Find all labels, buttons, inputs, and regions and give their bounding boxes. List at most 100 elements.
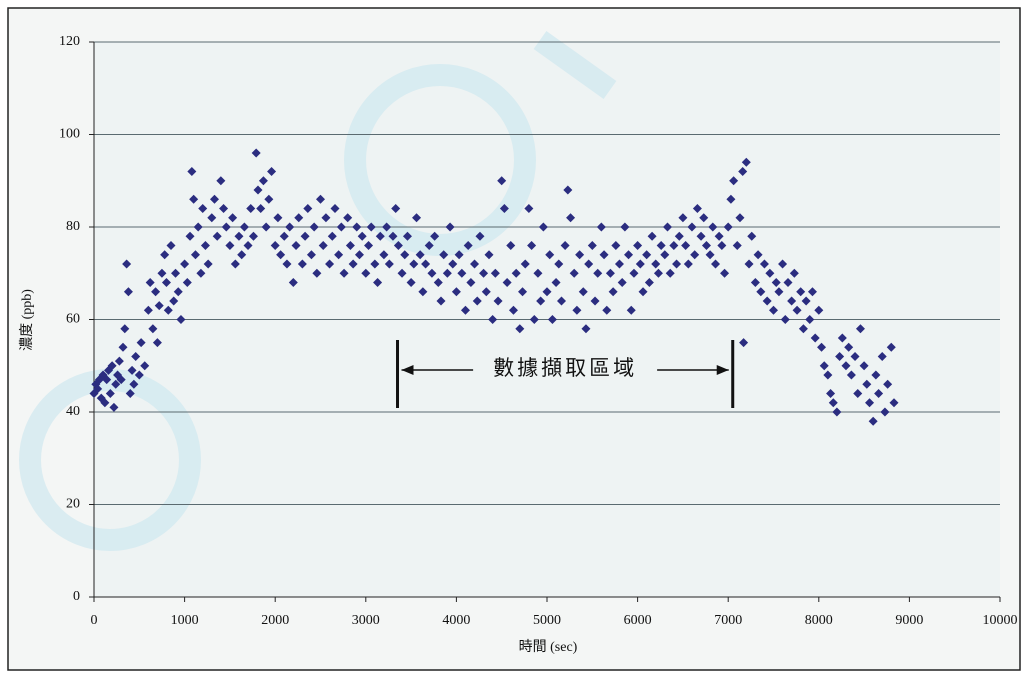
point <box>279 231 289 241</box>
point <box>729 176 739 186</box>
point <box>436 296 446 306</box>
point <box>169 296 179 306</box>
point <box>481 287 491 297</box>
point <box>189 194 199 204</box>
point <box>160 250 170 260</box>
point <box>134 370 144 380</box>
point <box>171 268 181 278</box>
point <box>877 352 887 361</box>
points <box>89 148 899 426</box>
point <box>129 379 139 389</box>
point <box>321 213 331 223</box>
y-tick-label: 120 <box>59 34 80 49</box>
point <box>711 259 721 269</box>
point <box>672 259 682 269</box>
point <box>633 241 643 250</box>
point <box>527 241 537 250</box>
point <box>578 287 588 297</box>
x-tick-label: 2000 <box>261 613 289 628</box>
point <box>348 259 358 269</box>
point <box>506 241 516 250</box>
point <box>221 222 231 232</box>
point <box>674 231 684 241</box>
point <box>330 204 340 213</box>
point <box>841 361 851 371</box>
point <box>248 231 258 241</box>
point <box>402 231 412 241</box>
point <box>551 278 561 287</box>
point <box>451 287 461 297</box>
point <box>291 241 301 250</box>
point <box>196 268 206 278</box>
point <box>361 268 371 278</box>
point <box>554 259 564 269</box>
point <box>874 389 884 398</box>
point <box>807 287 817 297</box>
point <box>575 250 585 260</box>
point <box>100 398 110 408</box>
point <box>738 167 748 176</box>
point <box>638 287 648 297</box>
point <box>282 259 292 269</box>
point <box>626 305 636 315</box>
point <box>602 305 612 315</box>
point <box>862 379 872 389</box>
point <box>692 204 702 213</box>
point <box>198 204 208 213</box>
point <box>536 296 546 306</box>
point <box>297 259 307 269</box>
point <box>373 278 383 287</box>
point <box>853 389 863 398</box>
point <box>123 287 133 297</box>
point <box>669 241 679 250</box>
point <box>200 241 210 250</box>
point <box>511 268 521 278</box>
y-tick-label: 100 <box>59 127 80 142</box>
point <box>865 398 875 408</box>
watermark <box>533 31 617 99</box>
point <box>109 402 119 412</box>
point <box>393 241 403 250</box>
point <box>566 213 576 223</box>
point <box>789 268 799 278</box>
watermark <box>344 64 536 256</box>
point <box>837 333 847 343</box>
point <box>651 259 661 269</box>
point <box>352 222 362 232</box>
point <box>629 268 639 278</box>
point <box>122 259 132 269</box>
point <box>406 278 416 287</box>
point <box>203 259 213 269</box>
point <box>665 268 675 278</box>
point <box>614 259 624 269</box>
point <box>584 259 594 269</box>
x-tick-label: 4000 <box>442 613 470 628</box>
point <box>533 268 543 278</box>
point <box>653 268 663 278</box>
point <box>114 356 124 366</box>
point <box>230 259 240 269</box>
point <box>687 222 697 232</box>
point <box>635 259 645 269</box>
point <box>547 315 557 324</box>
point <box>735 213 745 223</box>
point <box>801 296 811 306</box>
point <box>714 231 724 241</box>
point <box>739 338 749 348</box>
point <box>102 375 112 385</box>
point <box>886 342 896 352</box>
point <box>599 250 609 260</box>
point <box>228 213 238 223</box>
point <box>771 278 781 287</box>
point <box>647 231 657 241</box>
point <box>93 384 103 394</box>
point <box>339 268 349 278</box>
point <box>312 268 322 278</box>
point <box>681 241 691 250</box>
point <box>502 278 512 287</box>
point <box>499 204 509 213</box>
point <box>294 213 304 223</box>
point <box>193 222 203 232</box>
point <box>701 241 711 250</box>
point <box>318 241 328 250</box>
